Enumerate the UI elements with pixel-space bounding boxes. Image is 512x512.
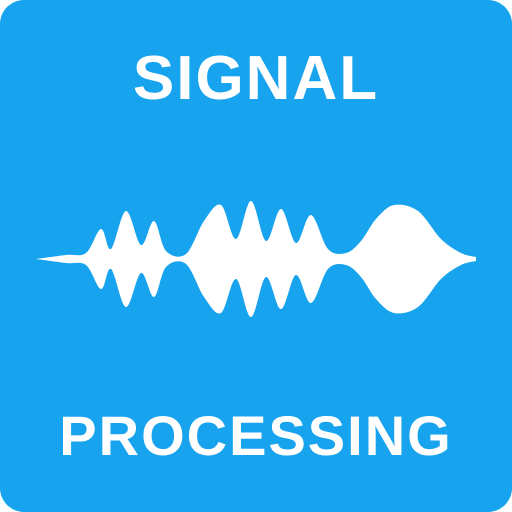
waveform-icon: [26, 179, 486, 339]
title-bottom: PROCESSING: [59, 408, 452, 464]
title-top: SIGNAL: [133, 48, 379, 110]
waveform-container: [0, 179, 512, 339]
app-icon-tile: SIGNAL PROCESSING: [0, 0, 512, 512]
